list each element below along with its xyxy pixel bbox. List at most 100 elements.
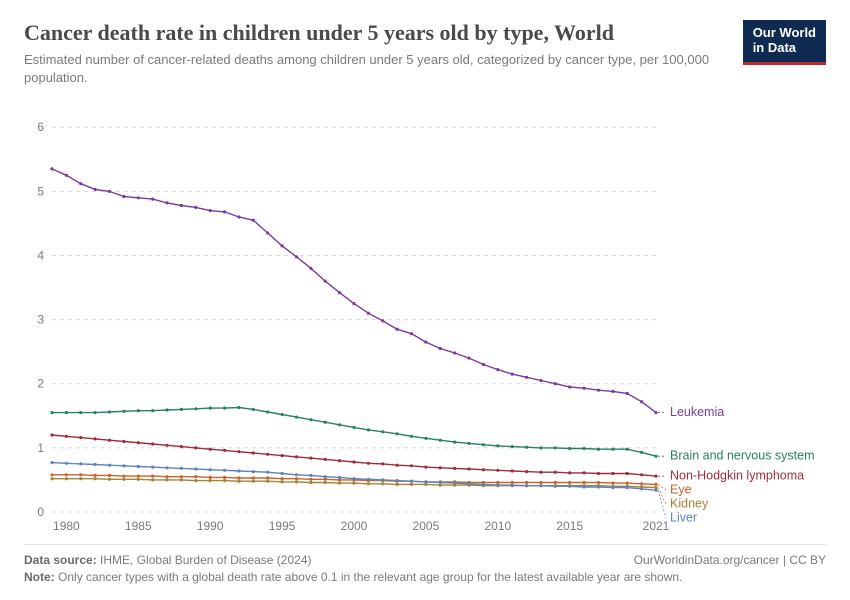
marker xyxy=(94,474,97,477)
marker xyxy=(309,481,312,484)
series-markers xyxy=(50,406,657,458)
marker xyxy=(122,478,125,481)
note-value: Only cancer types with a global death ra… xyxy=(58,570,682,584)
marker xyxy=(525,481,528,484)
marker xyxy=(626,448,629,451)
marker xyxy=(568,485,571,488)
marker xyxy=(309,267,312,270)
marker xyxy=(309,419,312,422)
marker xyxy=(122,465,125,468)
marker xyxy=(654,483,657,486)
footer: Data source: IHME, Global Burden of Dise… xyxy=(24,544,826,584)
marker xyxy=(640,401,643,404)
marker xyxy=(367,429,370,432)
marker xyxy=(511,373,514,376)
marker xyxy=(252,480,255,483)
marker xyxy=(496,445,499,448)
marker xyxy=(324,481,327,484)
chart-title: Cancer death rate in children under 5 ye… xyxy=(24,20,731,46)
x-tick-label: 2000 xyxy=(341,519,368,533)
footer-row: Data source: IHME, Global Burden of Dise… xyxy=(24,553,826,567)
marker xyxy=(482,469,485,472)
marker xyxy=(396,479,399,482)
series-label: Brain and nervous system xyxy=(670,449,815,463)
marker xyxy=(396,464,399,467)
marker xyxy=(180,479,183,482)
marker xyxy=(50,168,53,171)
marker xyxy=(122,440,125,443)
marker xyxy=(209,448,212,451)
marker xyxy=(324,421,327,424)
marker xyxy=(223,476,226,479)
marker xyxy=(122,195,125,198)
marker xyxy=(266,453,269,456)
marker xyxy=(597,486,600,489)
marker xyxy=(223,407,226,410)
marker xyxy=(266,477,269,480)
marker xyxy=(554,471,557,474)
marker xyxy=(496,484,499,487)
marker xyxy=(266,232,269,235)
y-tick-label: 4 xyxy=(37,249,44,263)
y-tick-label: 1 xyxy=(37,441,44,455)
marker xyxy=(281,413,284,416)
marker xyxy=(50,461,53,464)
marker xyxy=(237,216,240,219)
marker xyxy=(295,474,298,477)
marker xyxy=(410,483,413,486)
marker xyxy=(194,468,197,471)
marker xyxy=(122,410,125,413)
marker xyxy=(180,467,183,470)
marker xyxy=(396,328,399,331)
marker xyxy=(94,478,97,481)
marker xyxy=(151,198,154,201)
marker xyxy=(165,202,168,205)
marker xyxy=(410,465,413,468)
marker xyxy=(654,475,657,478)
marker xyxy=(352,461,355,464)
y-tick-label: 6 xyxy=(37,121,44,135)
marker xyxy=(108,411,111,414)
marker xyxy=(295,256,298,259)
owid-logo: Our World in Data xyxy=(743,20,826,65)
marker xyxy=(94,411,97,414)
marker xyxy=(122,475,125,478)
series-label: Leukemia xyxy=(670,405,724,419)
marker xyxy=(424,341,427,344)
marker xyxy=(554,383,557,386)
marker xyxy=(410,480,413,483)
marker xyxy=(381,479,384,482)
marker xyxy=(338,460,341,463)
marker xyxy=(252,477,255,480)
marker xyxy=(352,302,355,305)
marker xyxy=(79,411,82,414)
marker xyxy=(50,478,53,481)
marker xyxy=(108,474,111,477)
marker xyxy=(611,482,614,485)
marker xyxy=(597,448,600,451)
marker xyxy=(194,408,197,411)
marker xyxy=(381,463,384,466)
marker xyxy=(482,363,485,366)
marker xyxy=(94,438,97,441)
series-line-non-hodgkin-lymphoma xyxy=(52,435,656,476)
marker xyxy=(252,452,255,455)
marker xyxy=(266,411,269,414)
marker xyxy=(352,426,355,429)
series-markers xyxy=(50,168,657,415)
marker xyxy=(626,392,629,395)
marker xyxy=(252,470,255,473)
marker xyxy=(568,386,571,389)
marker xyxy=(137,465,140,468)
marker xyxy=(626,472,629,475)
marker xyxy=(137,478,140,481)
marker xyxy=(266,471,269,474)
marker xyxy=(554,485,557,488)
marker xyxy=(482,444,485,447)
marker xyxy=(324,458,327,461)
y-tick-label: 2 xyxy=(37,377,44,391)
marker xyxy=(525,470,528,473)
marker xyxy=(237,451,240,454)
marker xyxy=(367,462,370,465)
footer-note: Note: Only cancer types with a global de… xyxy=(24,570,826,584)
